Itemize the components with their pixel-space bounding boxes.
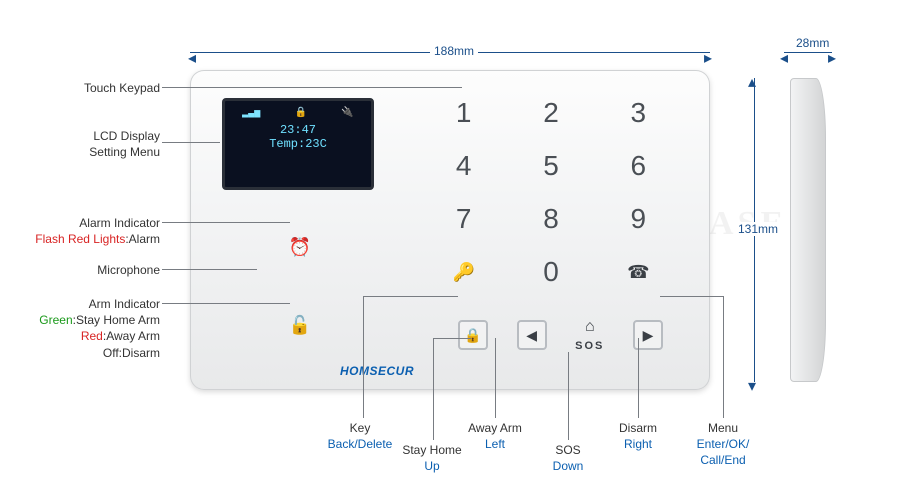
label-arm-indicator: Arm Indicator Green:Stay Home Arm Red:Aw… (10, 296, 160, 361)
nav-away-button[interactable]: ◀ (517, 320, 547, 350)
key-3[interactable]: 3 (595, 86, 682, 139)
lcd-temp: Temp:23C (225, 137, 371, 151)
keypad-row-4: 🔑 0 ☎ (420, 246, 682, 298)
indicator-column: ⏰ 🔓 (275, 208, 325, 364)
signal-icon: ▂▃▅ (242, 107, 260, 119)
label-menu: Menu Enter/OK/ Call/End (683, 420, 763, 469)
dimension-width-label: 188mm (430, 44, 478, 58)
key-0[interactable]: 0 (507, 246, 594, 298)
lcd-display: ▂▃▅ 🔒 🔌 23:47 Temp:23C (222, 98, 374, 190)
lock-icon: 🔒 (295, 107, 307, 119)
label-key-back: KeyBack/Delete (320, 420, 400, 452)
brand-label: HOMSECUR (340, 364, 414, 378)
label-lcd: LCD Display Setting Menu (10, 128, 160, 160)
key-4[interactable]: 4 (420, 139, 507, 192)
key-back-icon[interactable]: 🔑 (420, 246, 507, 298)
lock-stayhome-icon: 🔒 (464, 327, 481, 344)
key-2[interactable]: 2 (507, 86, 594, 139)
key-9[interactable]: 9 (595, 193, 682, 246)
nav-center[interactable]: ⌂ SOS (575, 318, 604, 352)
key-5[interactable]: 5 (507, 139, 594, 192)
alarm-indicator-icon: ⏰ (275, 208, 325, 286)
key-6[interactable]: 6 (595, 139, 682, 192)
label-alarm-indicator: Alarm Indicator Flash Red Lights:Alarm (10, 215, 160, 247)
lcd-time: 23:47 (225, 123, 371, 137)
key-8[interactable]: 8 (507, 193, 594, 246)
dimension-depth-label: 28mm (792, 36, 833, 50)
label-sos: SOSDown (528, 442, 608, 474)
home-icon: ⌂ (585, 318, 595, 336)
label-away-arm: Away ArmLeft (455, 420, 535, 452)
plug-icon: 🔌 (341, 107, 353, 119)
arrow-left-icon: ◀ (526, 327, 537, 344)
arrow-right-icon: ▶ (643, 327, 654, 344)
nav-row: 🔒 ◀ ⌂ SOS ▶ (458, 312, 663, 358)
sos-label: SOS (575, 340, 604, 352)
dimension-height-label: 131mm (734, 222, 782, 236)
lcd-status-icons: ▂▃▅ 🔒 🔌 (225, 107, 371, 119)
label-disarm: DisarmRight (598, 420, 678, 452)
label-touch-keypad: Touch Keypad (10, 80, 160, 96)
dimension-depth (784, 52, 832, 53)
side-profile (790, 78, 826, 382)
diagram-stage: SAVEBASE ◂ ▸ 188mm ◂ ▸ 28mm ▴ ▾ 131mm ▂▃… (0, 0, 900, 500)
arm-indicator-icon: 🔓 (275, 286, 325, 364)
nav-left-button[interactable]: 🔒 (458, 320, 488, 350)
phone-icon[interactable]: ☎ (595, 246, 682, 298)
key-7[interactable]: 7 (420, 193, 507, 246)
alarm-panel: ▂▃▅ 🔒 🔌 23:47 Temp:23C ⏰ 🔓 1 2 3 4 5 6 7… (190, 70, 710, 390)
touch-keypad[interactable]: 1 2 3 4 5 6 7 8 9 (420, 86, 682, 246)
key-1[interactable]: 1 (420, 86, 507, 139)
label-microphone: Microphone (10, 262, 160, 278)
